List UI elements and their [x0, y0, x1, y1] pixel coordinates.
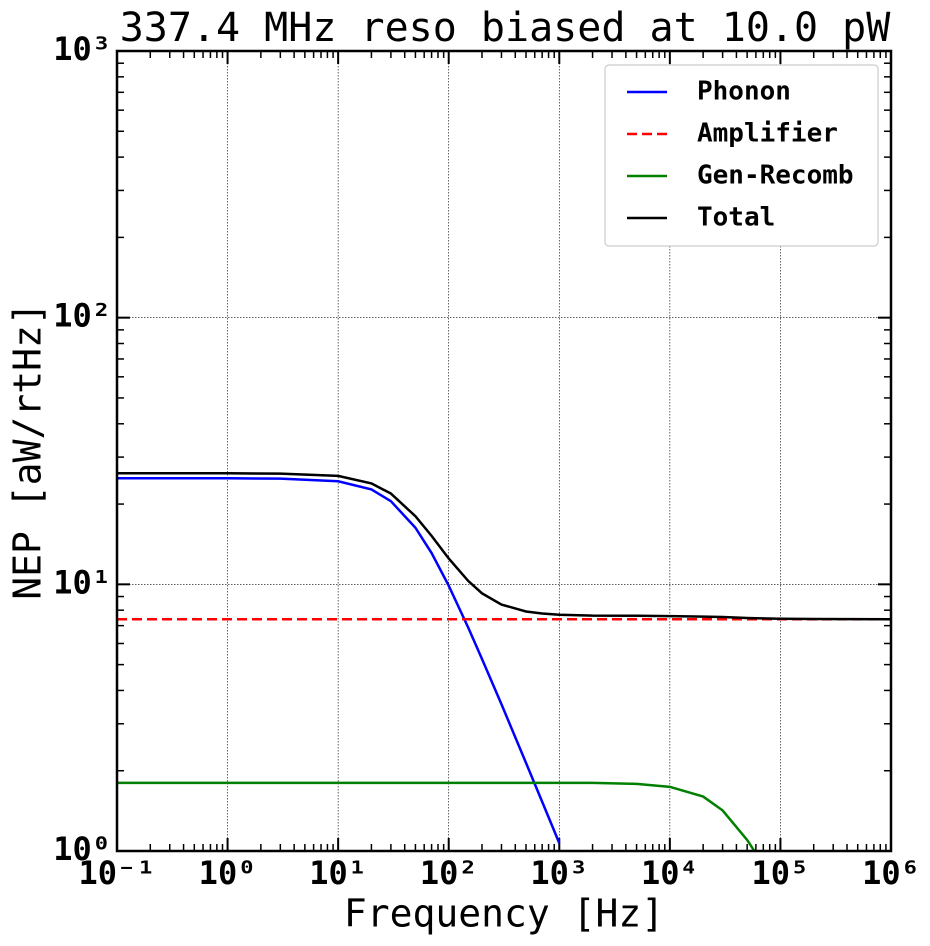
y-tick-label: 10² — [53, 297, 111, 335]
chart-title: 337.4 MHz reso biased at 10.0 pW — [120, 5, 892, 51]
legend-box — [604, 64, 879, 247]
x-tick-label: 10⁵ — [752, 854, 810, 892]
legend-label: Gen-Recomb — [697, 161, 854, 191]
legend-label: Amplifier — [697, 119, 838, 149]
x-tick-label: 10¹ — [309, 854, 367, 892]
x-tick-label: 10⁰ — [199, 854, 257, 892]
x-tick-label: 10⁻¹ — [78, 854, 155, 892]
y-tick-label: 10⁰ — [53, 830, 111, 868]
y-tick-label: 10¹ — [53, 563, 111, 601]
legend-label: Total — [697, 203, 775, 233]
series-line — [117, 781, 756, 851]
y-axis-label: NEP [aW/rtHz] — [6, 302, 50, 599]
x-tick-label: 10⁴ — [641, 854, 699, 892]
series-line — [117, 476, 561, 844]
y-tick-label: 10³ — [53, 30, 111, 68]
series-line — [117, 471, 891, 621]
legend-label: Phonon — [697, 77, 791, 107]
x-axis-label: Frequency [Hz] — [344, 892, 664, 936]
x-tick-label: 10² — [420, 854, 478, 892]
x-tick-label: 10³ — [530, 854, 588, 892]
x-tick-label: 10⁶ — [862, 854, 920, 892]
plot-frame — [115, 49, 893, 853]
plot-lines — [117, 471, 891, 851]
